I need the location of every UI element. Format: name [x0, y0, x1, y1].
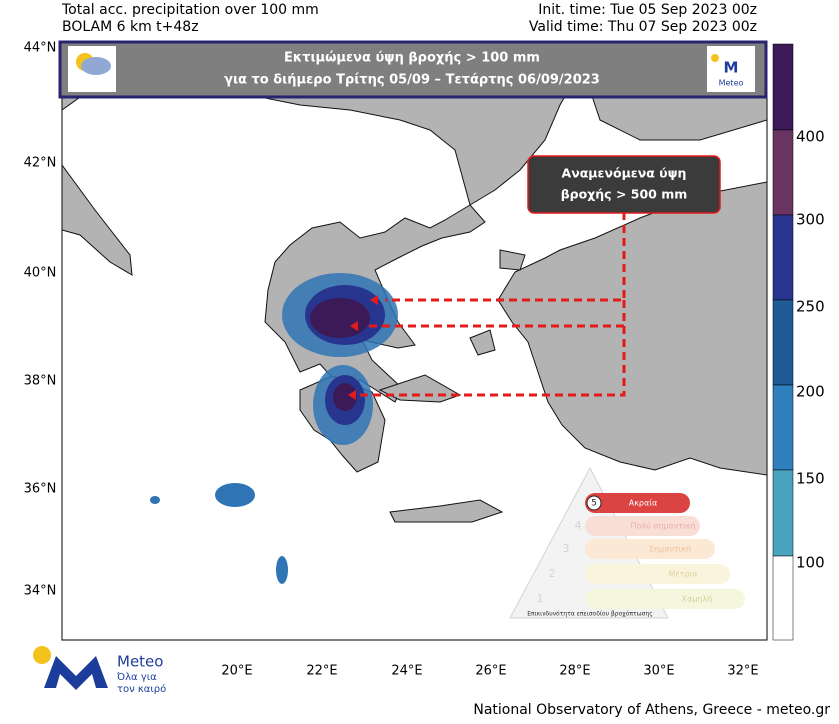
callout-text: Αναμενόμενα ύψη [562, 166, 687, 181]
colorbar [772, 43, 794, 641]
logo: Meteo Όλα για τον καιρό [33, 646, 166, 695]
lon-label: 28°E [559, 664, 590, 679]
header-text: Total acc. precipitation over 100 mm [61, 2, 319, 18]
lon-label: 22°E [306, 664, 337, 679]
colorbar-label: 100 [796, 554, 825, 572]
level-label: Σημαντική [649, 545, 691, 554]
lat-label: 42°N [24, 156, 57, 171]
colorbar-label: 150 [796, 470, 825, 488]
level-number: 1 [537, 592, 544, 605]
logo-name: Meteo [117, 653, 163, 671]
colorbar-label: 200 [796, 383, 825, 401]
callout-text: βροχής > 500 mm [561, 187, 688, 202]
lon-label: 30°E [643, 664, 674, 679]
banner-text: Εκτιμώμενα ύψη βροχής > 100 mm [284, 51, 540, 66]
svg-text:M: M [724, 59, 739, 77]
colorbar-label: 300 [796, 211, 825, 229]
footer: National Observatory of Athens, Greece -… [473, 702, 830, 718]
level-label: Πολύ σημαντική [630, 521, 695, 531]
header-text: BOLAM 6 km t+48z [62, 19, 199, 35]
level-number: 5 [591, 499, 597, 509]
colorbar-label: 250 [796, 298, 825, 316]
level-label: Ακραία [629, 499, 658, 508]
lat-label: 34°N [24, 584, 57, 599]
header-text: Valid time: Thu 07 Sep 2023 00z [529, 19, 757, 35]
level-number: 2 [549, 567, 556, 580]
level-label: Χαμηλή [682, 595, 713, 604]
level-label: Μέτρια [668, 569, 697, 579]
banner-text: για το διήμερο Τρίτης 05/09 – Τετάρτης 0… [224, 73, 600, 88]
lat-label: 38°N [24, 374, 57, 389]
lat-label: 40°N [24, 266, 57, 281]
lon-label: 24°E [391, 664, 422, 679]
logo-tagline: Όλα για [116, 671, 157, 683]
level-number: 4 [575, 519, 582, 532]
lon-label: 26°E [475, 664, 506, 679]
lat-label: 36°N [24, 482, 57, 497]
banner: M Meteo Εκτιμώμενα ύψη βροχής > 100 mm γ… [58, 40, 768, 99]
lat-label: 44°N [24, 41, 57, 56]
logo-tagline: τον καιρό [117, 683, 166, 695]
level-number: 3 [563, 542, 570, 555]
warning-scale: 5 4 3 2 1 Ακραία Πολύ σημαντική Σημαντικ… [509, 466, 745, 619]
callout: Αναμενόμενα ύψη βροχής > 500 mm [527, 155, 721, 214]
lon-label: 20°E [221, 664, 252, 679]
header-text: Init. time: Tue 05 Sep 2023 00z [538, 2, 757, 18]
colorbar-label: 400 [796, 128, 825, 146]
banner-logo: Meteo [719, 79, 744, 88]
lon-label: 32°E [727, 664, 758, 679]
scale-caption: Επικινδυνότητα επεισοδίου βροχόπτωσης [527, 611, 653, 618]
